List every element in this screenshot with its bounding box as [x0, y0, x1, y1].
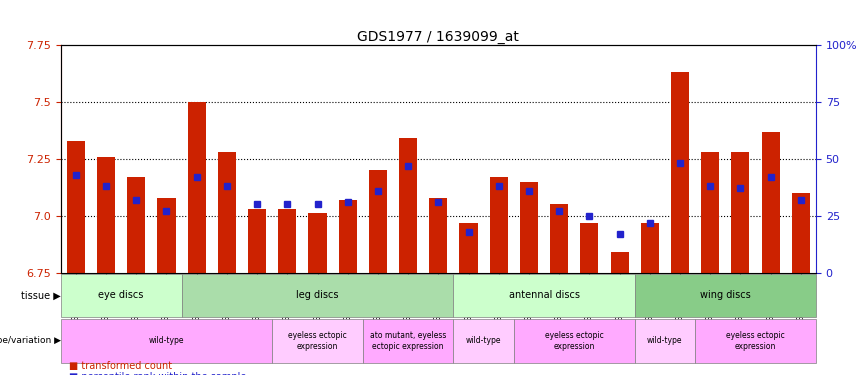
Bar [671, 72, 689, 273]
Bar [520, 182, 538, 273]
Bar [581, 223, 598, 273]
Text: ■ transformed count: ■ transformed count [69, 361, 173, 371]
Bar [339, 200, 357, 273]
Bar [218, 152, 236, 273]
Text: tissue ▶: tissue ▶ [21, 291, 61, 300]
FancyBboxPatch shape [181, 274, 453, 317]
Text: antennal discs: antennal discs [509, 291, 580, 300]
Bar [187, 102, 206, 273]
Text: wild-type: wild-type [148, 336, 184, 345]
Text: wild-type: wild-type [466, 336, 502, 345]
Text: eyeless ectopic
expression: eyeless ectopic expression [727, 331, 785, 351]
Bar [308, 213, 326, 273]
Text: ato mutant, eyeless
ectopic expression: ato mutant, eyeless ectopic expression [370, 331, 446, 351]
Text: eye discs: eye discs [98, 291, 144, 300]
FancyBboxPatch shape [61, 274, 181, 317]
Text: leg discs: leg discs [296, 291, 339, 300]
Bar [641, 223, 659, 273]
Bar [97, 157, 115, 273]
FancyBboxPatch shape [514, 319, 635, 363]
Title: GDS1977 / 1639099_at: GDS1977 / 1639099_at [358, 30, 519, 44]
Bar [399, 138, 418, 273]
FancyBboxPatch shape [273, 319, 363, 363]
Bar [128, 177, 145, 273]
FancyBboxPatch shape [635, 319, 695, 363]
Bar [732, 152, 749, 273]
Text: wild-type: wild-type [648, 336, 682, 345]
Text: ■ percentile rank within the sample: ■ percentile rank within the sample [69, 372, 247, 375]
Bar [490, 177, 508, 273]
Text: eyeless ectopic
expression: eyeless ectopic expression [288, 331, 347, 351]
Bar [610, 252, 628, 273]
Bar [550, 204, 569, 273]
Bar [761, 132, 779, 273]
Bar [67, 141, 85, 273]
Bar [430, 198, 447, 273]
Bar [279, 209, 296, 273]
FancyBboxPatch shape [453, 319, 514, 363]
Text: eyeless ectopic
expression: eyeless ectopic expression [545, 331, 603, 351]
Bar [248, 209, 266, 273]
Bar [369, 170, 387, 273]
Bar [157, 198, 175, 273]
FancyBboxPatch shape [635, 274, 816, 317]
FancyBboxPatch shape [695, 319, 816, 363]
FancyBboxPatch shape [61, 319, 273, 363]
Text: genotype/variation ▶: genotype/variation ▶ [0, 336, 61, 345]
Bar [701, 152, 720, 273]
Bar [459, 223, 477, 273]
FancyBboxPatch shape [363, 319, 453, 363]
Bar [792, 193, 810, 273]
Text: wing discs: wing discs [700, 291, 751, 300]
FancyBboxPatch shape [453, 274, 635, 317]
